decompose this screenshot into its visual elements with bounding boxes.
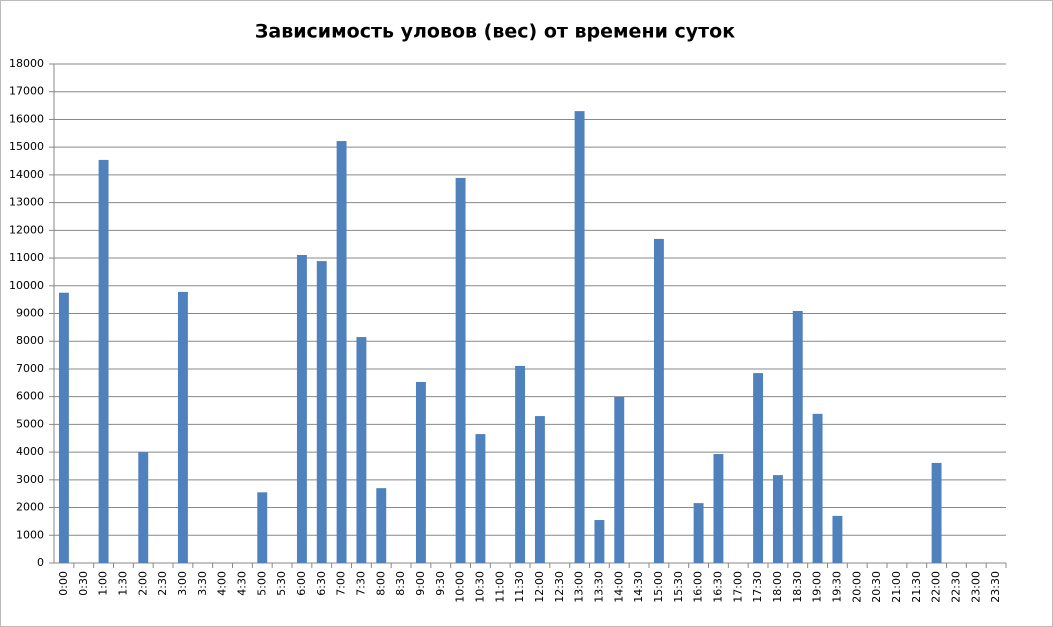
- bar: [177, 291, 188, 563]
- x-tick-label: 0:00: [57, 571, 70, 596]
- x-tick-label: 8:00: [374, 571, 387, 596]
- x-tick-label: 18:00: [771, 571, 784, 603]
- bar: [614, 396, 625, 563]
- bar: [812, 413, 823, 563]
- y-tick-label: 4000: [16, 445, 44, 458]
- y-tick-label: 15000: [9, 140, 44, 153]
- y-tick-label: 17000: [9, 85, 44, 98]
- x-tick-label: 14:00: [612, 571, 625, 603]
- x-tick-label: 11:30: [513, 571, 526, 603]
- y-tick-label: 5000: [16, 417, 44, 430]
- x-tick-label: 16:30: [711, 571, 724, 603]
- x-tick-label: 23:30: [989, 571, 1002, 603]
- x-tick-label: 23:00: [969, 571, 982, 603]
- x-tick-label: 15:00: [652, 571, 665, 603]
- chart-title: Зависимость уловов (вес) от времени суто…: [255, 21, 735, 43]
- bar: [455, 177, 466, 563]
- x-tick-label: 12:00: [533, 571, 546, 603]
- y-tick-label: 8000: [16, 334, 44, 347]
- x-tick-label: 7:30: [354, 571, 367, 596]
- y-tick-label: 11000: [9, 251, 44, 264]
- x-tick-label: 5:00: [255, 571, 268, 596]
- y-tick-label: 9000: [16, 307, 44, 320]
- x-tick-label: 1:00: [97, 571, 110, 596]
- x-tick-label: 13:30: [592, 571, 605, 603]
- bar: [574, 111, 585, 563]
- x-tick-label: 10:00: [454, 571, 467, 603]
- bar: [515, 365, 526, 563]
- x-tick-label: 18:30: [791, 571, 804, 603]
- bar: [534, 416, 545, 563]
- bar: [336, 141, 347, 563]
- x-tick-label: 10:30: [473, 571, 486, 603]
- x-tick-label: 12:30: [553, 571, 566, 603]
- x-tick-label: 3:30: [196, 571, 209, 596]
- y-tick-label: 13000: [9, 196, 44, 209]
- bar: [693, 503, 704, 563]
- x-tick-label: 9:30: [434, 571, 447, 596]
- bar: [356, 337, 367, 563]
- x-tick-label: 15:30: [672, 571, 685, 603]
- x-tick-label: 22:30: [949, 571, 962, 603]
- y-tick-label: 0: [37, 556, 44, 569]
- x-tick-label: 0:30: [77, 571, 90, 596]
- x-tick-label: 1:30: [116, 571, 129, 596]
- x-tick-label: 3:00: [176, 571, 189, 596]
- bar: [138, 452, 149, 563]
- y-tick-label: 6000: [16, 390, 44, 403]
- bar: [713, 454, 724, 563]
- x-tick-label: 17:00: [731, 571, 744, 603]
- x-tick-label: 2:00: [136, 571, 149, 596]
- x-tick-label: 13:00: [573, 571, 586, 603]
- y-tick-label: 10000: [9, 279, 44, 292]
- x-tick-label: 11:00: [493, 571, 506, 603]
- y-tick-label: 7000: [16, 362, 44, 375]
- bar: [832, 515, 843, 563]
- x-tick-label: 9:00: [414, 571, 427, 596]
- bar: [792, 311, 803, 563]
- bar: [316, 261, 327, 563]
- bar: [296, 255, 307, 563]
- bar: [376, 488, 387, 563]
- y-tick-label: 2000: [16, 501, 44, 514]
- bar: [98, 159, 109, 563]
- x-tick-label: 16:00: [692, 571, 705, 603]
- bar: [415, 381, 426, 563]
- x-tick-label: 4:30: [235, 571, 248, 596]
- bar: [594, 520, 605, 563]
- x-tick-label: 5:30: [275, 571, 288, 596]
- y-tick-label: 14000: [9, 168, 44, 181]
- x-tick-label: 20:30: [870, 571, 883, 603]
- bar: [58, 292, 69, 563]
- bar: [931, 462, 942, 563]
- x-tick-label: 14:30: [632, 571, 645, 603]
- y-tick-label: 1000: [16, 528, 44, 541]
- bar: [257, 492, 268, 563]
- x-tick-label: 21:00: [890, 571, 903, 603]
- x-tick-label: 4:00: [216, 571, 229, 596]
- x-tick-label: 19:30: [830, 571, 843, 603]
- bar: [653, 238, 664, 563]
- x-tick-label: 7:00: [335, 571, 348, 596]
- x-tick-label: 2:30: [156, 571, 169, 596]
- x-tick-label: 21:30: [910, 571, 923, 603]
- y-tick-label: 16000: [9, 112, 44, 125]
- x-tick-label: 20:00: [850, 571, 863, 603]
- x-tick-label: 17:30: [751, 571, 764, 603]
- bar: [772, 475, 783, 563]
- x-tick-label: 8:30: [394, 571, 407, 596]
- bar: [475, 434, 486, 563]
- x-tick-label: 6:30: [315, 571, 328, 596]
- x-tick-label: 6:00: [295, 571, 308, 596]
- x-tick-label: 19:00: [811, 571, 824, 603]
- y-tick-label: 12000: [9, 223, 44, 236]
- y-tick-label: 3000: [16, 473, 44, 486]
- y-tick-label: 18000: [9, 57, 44, 70]
- bar: [753, 373, 764, 563]
- x-tick-label: 22:00: [930, 571, 943, 603]
